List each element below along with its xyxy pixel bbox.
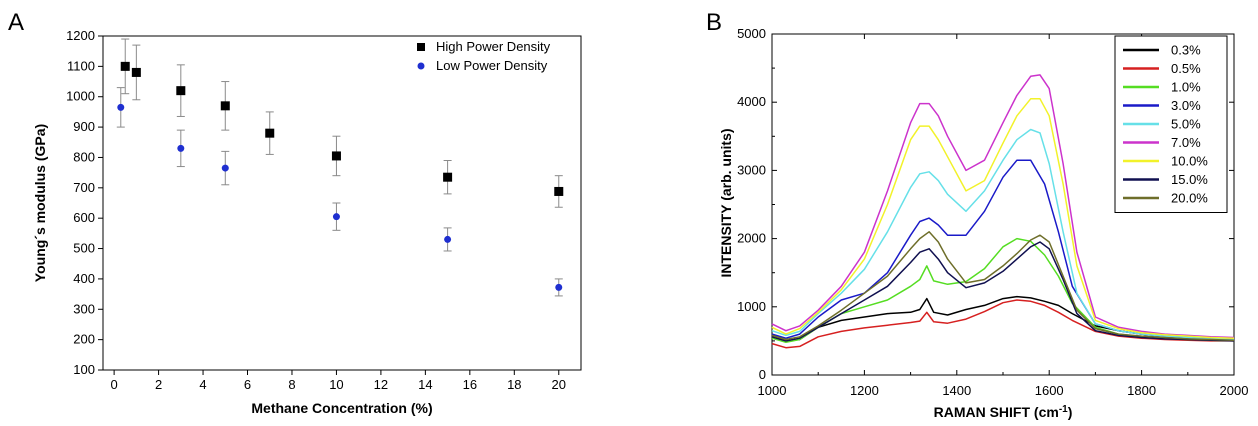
chart-b-ytick-label: 1000 <box>737 299 766 314</box>
chart-b-series-line <box>771 74 1235 339</box>
chart-b-series-line <box>771 98 1235 339</box>
chart-b-xlabel-main: RAMAN SHIFT (cm <box>934 404 1059 420</box>
chart-a-xtick-label: 8 <box>288 377 295 392</box>
chart-a-xtick-label: 6 <box>244 377 251 392</box>
chart-b-series-line <box>771 231 1235 341</box>
panel-b-letter: B <box>706 9 722 36</box>
chart-a-xtick-label: 4 <box>199 377 206 392</box>
chart-a-point-low <box>555 283 563 291</box>
chart-b-series-line <box>771 241 1235 342</box>
chart-a-point-high <box>554 186 564 196</box>
chart-a-ytick-label: 700 <box>73 180 95 195</box>
chart-b-xtick-label: 1800 <box>1127 383 1156 398</box>
chart-b-xlabel-sup: -1 <box>1059 404 1068 415</box>
chart-a-ytick-label: 100 <box>73 362 95 377</box>
chart-a-point-low <box>177 144 185 152</box>
chart-a: Methane Concentration (%) Young´s modulu… <box>32 28 582 416</box>
chart-a-legend-marker <box>417 62 425 70</box>
chart-a-ytick-label: 400 <box>73 271 95 286</box>
chart-a-legend-label: High Power Density <box>436 39 551 54</box>
chart-a-ytick-label: 500 <box>73 241 95 256</box>
chart-b-xtick-label: 1200 <box>850 383 879 398</box>
chart-a-frame <box>102 35 582 371</box>
chart-b-ytick-label: 4000 <box>737 94 766 109</box>
chart-b-legend-label: 20.0% <box>1171 191 1208 206</box>
chart-a-point-low <box>117 103 125 111</box>
chart-a-point-high <box>120 61 130 71</box>
chart-a-ytick-label: 900 <box>73 119 95 134</box>
chart-a-xtick-label: 16 <box>463 377 477 392</box>
chart-a-legend-label: Low Power Density <box>436 58 548 73</box>
chart-b-legend-label: 0.3% <box>1171 43 1201 58</box>
chart-a-ytick-label: 800 <box>73 149 95 164</box>
chart-a-point-high <box>265 128 275 138</box>
chart-a-xtick-label: 12 <box>374 377 388 392</box>
chart-a-ylabel: Young´s modulus (GPa) <box>32 124 48 282</box>
chart-a-legend-marker <box>417 43 425 51</box>
chart-b-series-line <box>771 299 1234 349</box>
chart-b-series-line <box>771 128 1235 341</box>
chart-a-ytick-label: 300 <box>73 301 95 316</box>
chart-b-ytick-label: 0 <box>759 367 766 382</box>
chart-a-xlabel: Methane Concentration (%) <box>251 400 432 416</box>
chart-b: RAMAN SHIFT (cm-1) INTENSITY (arb. units… <box>718 26 1248 420</box>
chart-b-xlabel-end: ) <box>1068 404 1073 420</box>
chart-b-legend-label: 5.0% <box>1171 117 1201 132</box>
chart-b-xlabel: RAMAN SHIFT (cm-1) <box>934 404 1073 421</box>
chart-b-ylabel: INTENSITY (arb. units) <box>718 128 734 277</box>
chart-a-point-high <box>176 86 186 96</box>
chart-b-xtick-label: 1000 <box>758 383 787 398</box>
chart-a-point-low <box>221 164 229 172</box>
chart-a-ytick-label: 600 <box>73 210 95 225</box>
chart-a-point-high <box>331 151 341 161</box>
chart-a-point-low <box>332 213 340 221</box>
chart-b-legend-label: 7.0% <box>1171 135 1201 150</box>
chart-b-legend-label: 0.5% <box>1171 61 1201 76</box>
chart-a-point-high <box>443 172 453 182</box>
chart-a-xtick-label: 14 <box>418 377 432 392</box>
chart-a-xtick-label: 20 <box>552 377 566 392</box>
chart-b-legend-label: 10.0% <box>1171 154 1208 169</box>
chart-b-legend-label: 15.0% <box>1171 172 1208 187</box>
chart-b-legend-label: 3.0% <box>1171 98 1201 113</box>
chart-a-point-high <box>220 101 230 111</box>
chart-a-xtick-label: 2 <box>155 377 162 392</box>
chart-a-point-high <box>131 67 141 77</box>
chart-a-ytick-label: 200 <box>73 332 95 347</box>
chart-a-xtick-label: 0 <box>110 377 117 392</box>
chart-b-legend-label: 1.0% <box>1171 80 1201 95</box>
chart-a-ytick-label: 1200 <box>66 28 95 43</box>
chart-b-ytick-label: 3000 <box>737 162 766 177</box>
chart-b-ytick-label: 5000 <box>737 26 766 41</box>
chart-b-xtick-label: 1600 <box>1035 383 1064 398</box>
chart-b-xtick-label: 2000 <box>1220 383 1249 398</box>
chart-b-ytick-label: 2000 <box>737 231 766 246</box>
chart-a-ytick-label: 1000 <box>66 89 95 104</box>
chart-a-ytick-label: 1100 <box>67 58 95 73</box>
chart-a-xtick-label: 18 <box>507 377 521 392</box>
chart-a-xtick-label: 10 <box>329 377 343 392</box>
chart-b-xtick-label: 1400 <box>942 383 971 398</box>
panel-a-letter: A <box>8 9 24 36</box>
chart-a-point-low <box>444 235 452 243</box>
